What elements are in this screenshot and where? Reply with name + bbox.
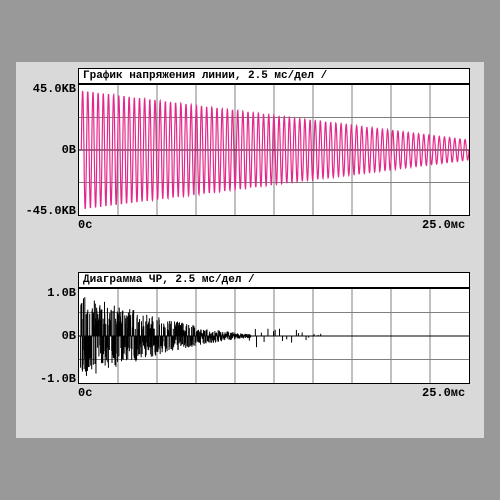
pd-y-mid-label: 0B [62,329,76,343]
pd-x-left-label: 0c [78,386,92,400]
pd-chart-block: Диаграмма ЧР, 2.5 мс/дел / 1.0B 0B -1.0B… [16,62,484,414]
pd-chart-title: Диаграмма ЧР, 2.5 мс/дел / [78,272,470,288]
pd-y-bot-label: -1.0B [40,372,76,386]
panel: График напряжения линии, 2.5 мс/дел / 45… [16,62,484,438]
pd-x-right-label: 25.0мс [422,386,465,400]
outer-frame: График напряжения линии, 2.5 мс/дел / 45… [0,0,500,500]
pd-chart-plot [78,288,470,384]
pd-y-top-label: 1.0B [47,286,76,300]
